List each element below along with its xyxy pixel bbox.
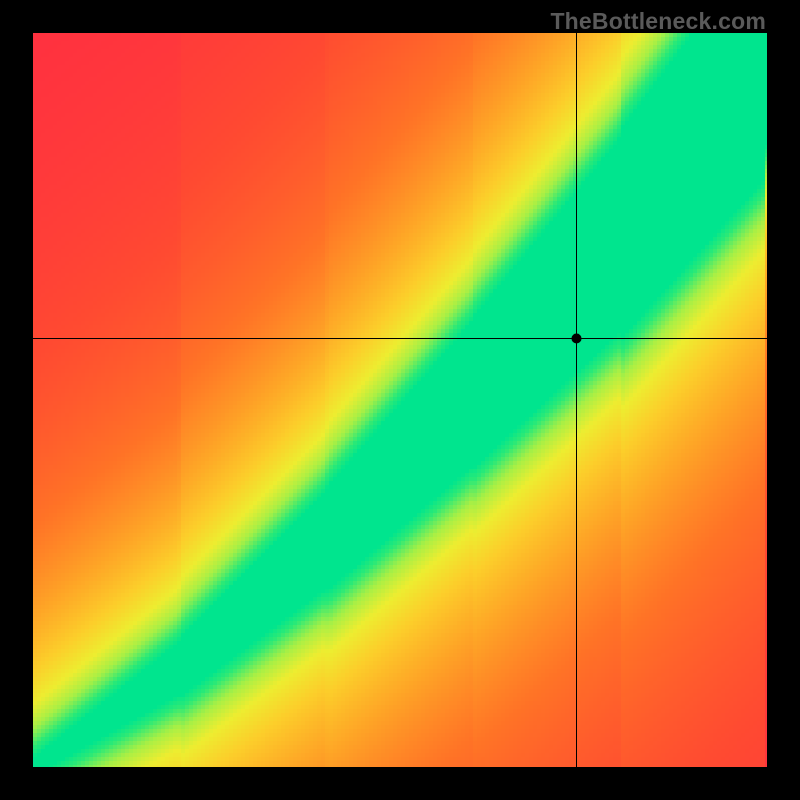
watermark-text: TheBottleneck.com — [550, 8, 766, 35]
chart-frame: TheBottleneck.com — [0, 0, 800, 800]
bottleneck-heatmap — [33, 33, 767, 767]
